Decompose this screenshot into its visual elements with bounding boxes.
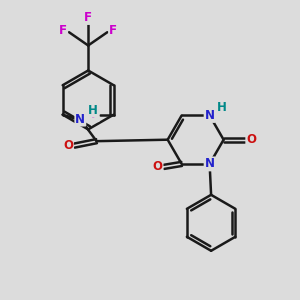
Text: O: O [152,160,163,173]
Text: O: O [246,133,256,146]
Text: N: N [205,109,214,122]
Text: F: F [91,108,98,121]
Text: F: F [109,24,117,37]
Text: O: O [63,139,73,152]
Text: H: H [88,104,98,117]
Text: F: F [84,11,92,24]
Text: F: F [59,24,67,37]
Text: N: N [75,112,85,126]
Text: H: H [217,101,227,114]
Text: N: N [205,158,214,170]
